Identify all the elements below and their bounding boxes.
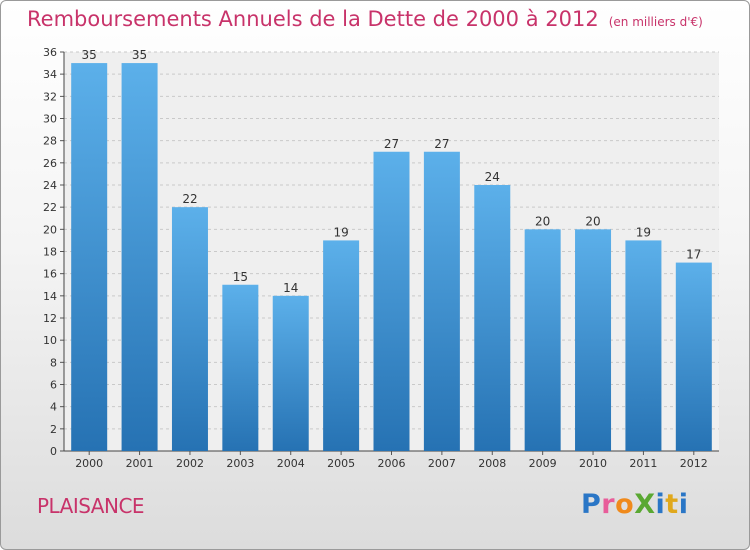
y-tick-label: 12 <box>43 312 57 325</box>
y-tick-label: 26 <box>43 157 57 170</box>
y-tick-label: 16 <box>43 268 57 281</box>
x-tick-label: 2005 <box>327 457 355 470</box>
data-label: 35 <box>82 48 97 62</box>
data-label: 35 <box>132 48 147 62</box>
data-label: 20 <box>585 214 600 228</box>
y-tick-label: 2 <box>50 423 57 436</box>
logo-letter: r <box>601 489 616 520</box>
y-tick-label: 36 <box>43 46 57 59</box>
commune-name: PLAISANCE <box>37 494 145 518</box>
y-tick-label: 10 <box>43 334 57 347</box>
logo-letter: o <box>615 489 635 520</box>
bar <box>675 262 712 451</box>
y-tick-label: 18 <box>43 246 57 259</box>
bar <box>373 151 410 451</box>
bar <box>575 229 612 451</box>
x-tick-label: 2012 <box>680 457 708 470</box>
y-tick-label: 30 <box>43 113 57 126</box>
x-tick-label: 2003 <box>226 457 254 470</box>
bar <box>625 240 662 451</box>
data-label: 24 <box>485 170 500 184</box>
y-tick-label: 6 <box>50 379 57 392</box>
bar <box>171 207 208 451</box>
x-tick-label: 2002 <box>176 457 204 470</box>
data-label: 22 <box>182 192 197 206</box>
y-tick-label: 8 <box>50 356 57 369</box>
y-tick-label: 24 <box>43 179 57 192</box>
bar <box>222 284 259 451</box>
x-tick-label: 2007 <box>428 457 456 470</box>
data-label: 15 <box>233 270 248 284</box>
data-label: 27 <box>384 137 399 151</box>
bar <box>474 185 511 451</box>
logo-letter: i <box>655 489 666 520</box>
data-label: 19 <box>636 225 651 239</box>
logo-letter: i <box>678 489 689 520</box>
x-tick-label: 2009 <box>529 457 557 470</box>
y-tick-label: 28 <box>43 135 57 148</box>
y-tick-label: 14 <box>43 290 57 303</box>
y-tick-label: 4 <box>50 401 57 414</box>
chart-subtitle: (en milliers d'€) <box>608 15 703 29</box>
x-tick-label: 2000 <box>75 457 103 470</box>
y-tick-label: 34 <box>43 68 57 81</box>
chart-title: Remboursements Annuels de la Dette de 20… <box>27 7 599 31</box>
y-tick-label: 22 <box>43 201 57 214</box>
x-tick-label: 2001 <box>126 457 154 470</box>
bar <box>121 63 158 451</box>
title-line: Remboursements Annuels de la Dette de 20… <box>27 7 703 31</box>
data-label: 17 <box>686 248 701 262</box>
data-label: 27 <box>434 137 449 151</box>
data-label: 20 <box>535 214 550 228</box>
data-label: 19 <box>333 225 348 239</box>
bar <box>524 229 561 451</box>
logo-letter: P <box>581 489 602 520</box>
x-tick-label: 2008 <box>478 457 506 470</box>
logo-letter: X <box>634 489 656 520</box>
bar <box>272 295 309 451</box>
x-tick-label: 2006 <box>378 457 406 470</box>
proxiti-logo: ProXiti <box>581 489 688 520</box>
y-tick-label: 20 <box>43 223 57 236</box>
x-tick-label: 2011 <box>629 457 657 470</box>
bar <box>323 240 360 451</box>
bar <box>423 151 460 451</box>
bar <box>71 63 108 451</box>
x-tick-label: 2004 <box>277 457 305 470</box>
y-tick-label: 32 <box>43 90 57 103</box>
data-label: 14 <box>283 281 298 295</box>
x-tick-label: 2010 <box>579 457 607 470</box>
y-tick-label: 0 <box>50 445 57 458</box>
logo-letter: t <box>665 489 679 520</box>
